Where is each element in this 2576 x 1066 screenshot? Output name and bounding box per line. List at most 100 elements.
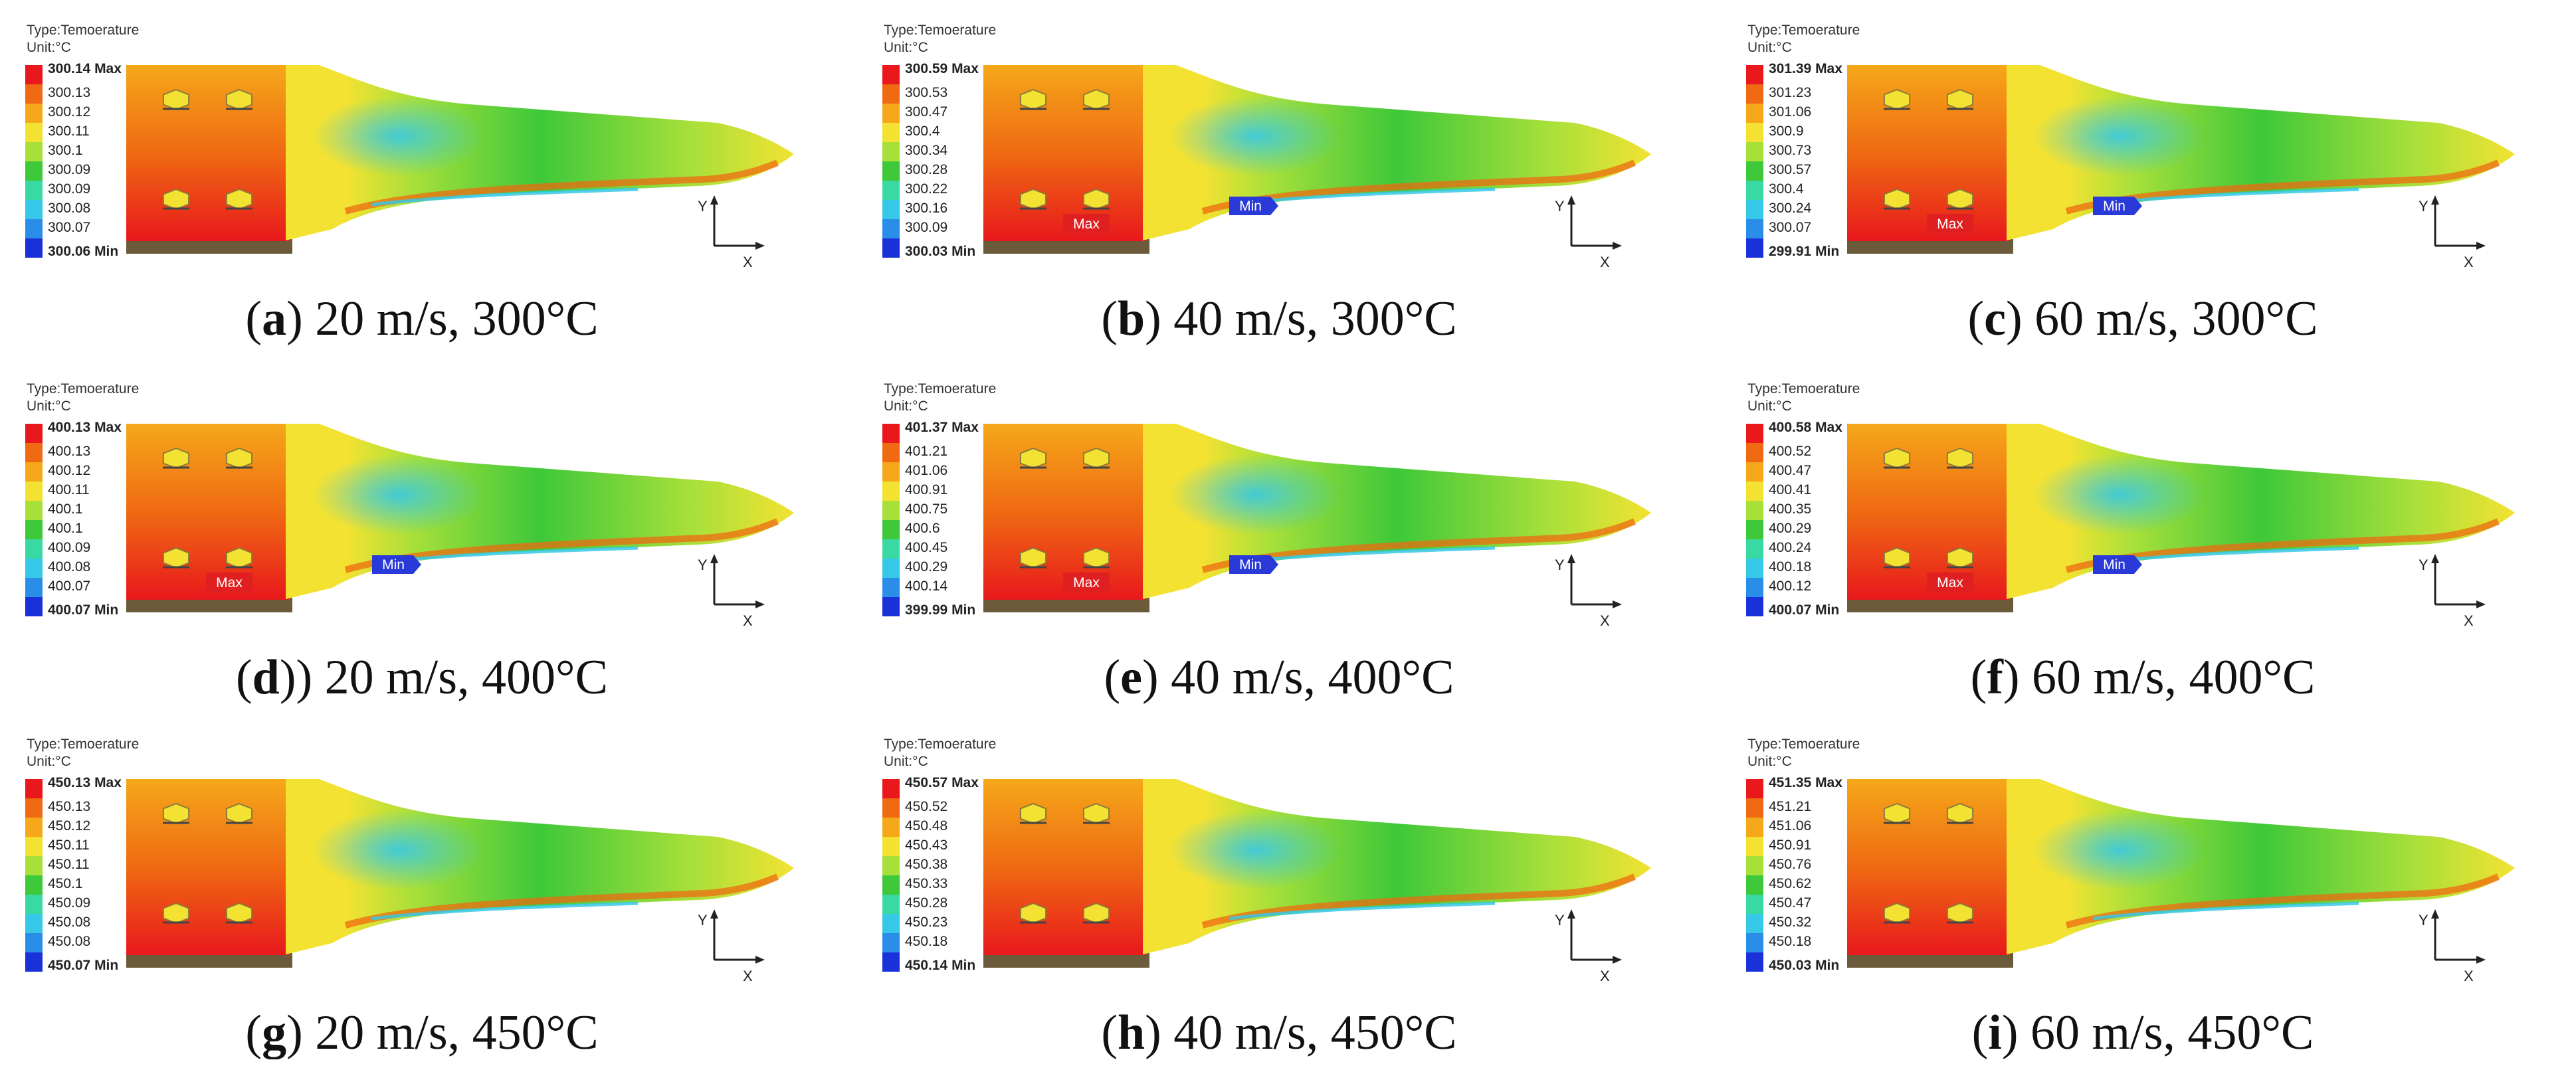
- axis-triad: YX: [1555, 554, 1622, 629]
- caption-text: )) 20 m/s, 400°C: [279, 650, 608, 704]
- min-marker-label: Min: [1239, 557, 1262, 573]
- legend-max-label: 300.14 Max: [48, 61, 122, 76]
- bolt-head: [1082, 902, 1110, 925]
- legend-tick-label: 400.12: [48, 463, 90, 478]
- legend-tick-label: 400.35: [1769, 501, 1811, 517]
- legend-swatch: [1746, 856, 1763, 875]
- legend-tick-label: 300.07: [48, 220, 90, 235]
- caption-open: (: [245, 292, 262, 345]
- caption-text: ) 40 m/s, 300°C: [1145, 292, 1457, 345]
- base-plate: [126, 239, 292, 254]
- color-legend: Type:Temoerature Unit:°C 300.59 Max 300.53 3…: [882, 23, 996, 259]
- legend-min-label: 299.91 Min: [1769, 244, 1839, 259]
- axis-triad: YX: [2419, 909, 2486, 984]
- legend-swatch: [882, 856, 900, 875]
- legend-tick-label: 300.12: [48, 104, 90, 120]
- legend-min-label: 450.07 Min: [48, 958, 118, 973]
- cool-region: [1169, 96, 1342, 176]
- legend-swatch: [25, 501, 43, 520]
- min-marker-label: Min: [2103, 557, 2126, 573]
- legend-min-label: 399.99 Min: [905, 602, 975, 618]
- bolt-head: [1883, 547, 1911, 569]
- legend-tick-label: 400.91: [905, 482, 947, 497]
- legend-max-label: 400.58 Max: [1769, 420, 1842, 435]
- bolt-head: [1946, 547, 1974, 569]
- color-legend: Type:Temoerature Unit:°C 400.58 Max 400.52 4…: [1746, 381, 1860, 618]
- legend-swatch: [25, 933, 43, 952]
- legend-swatch: [25, 520, 43, 539]
- panel-h: Type:Temoerature Unit:°C 450.57 Max 450.52 4…: [857, 714, 1701, 1059]
- bolt-head: [1019, 802, 1047, 825]
- legend-swatch: [1746, 798, 1763, 818]
- panel-caption: (f) 60 m/s, 400°C: [1721, 650, 2565, 704]
- axis-x-label: X: [2464, 968, 2474, 984]
- legend-swatch: [25, 84, 43, 104]
- legend-swatch: [882, 161, 900, 181]
- caption-text: ) 40 m/s, 450°C: [1145, 1006, 1457, 1059]
- legend-tick-label: 300.53: [905, 85, 947, 100]
- caption-open: (: [1104, 650, 1121, 704]
- legend-tick-label: 301.23: [1769, 85, 1811, 100]
- color-legend: Type:Temoerature Unit:°C 401.37 Max 401.21 4…: [882, 381, 996, 618]
- legend-unit-label: Unit:°C: [27, 399, 71, 414]
- cool-region: [312, 810, 485, 890]
- legend-swatch: [25, 424, 43, 443]
- legend-swatch: [882, 501, 900, 520]
- legend-swatch: [1746, 520, 1763, 539]
- legend-swatch: [25, 443, 43, 462]
- legend-max-label: 450.13 Max: [48, 775, 122, 790]
- bolt-head: [162, 802, 190, 825]
- legend-unit-label: Unit:°C: [884, 754, 928, 769]
- caption-letter: a: [262, 292, 287, 345]
- bolt-head: [225, 547, 253, 569]
- legend-swatch: [25, 161, 43, 181]
- legend-swatch: [25, 200, 43, 219]
- legend-tick-label: 450.18: [905, 934, 947, 949]
- legend-type-label: Type:Temoerature: [1747, 381, 1860, 397]
- min-marker: Min: [2093, 555, 2142, 574]
- blade-model: [983, 779, 1651, 968]
- legend-swatch: [882, 837, 900, 856]
- legend-max-label: 300.59 Max: [905, 61, 979, 76]
- legend-swatch: [25, 219, 43, 238]
- legend-swatch: [1746, 818, 1763, 837]
- base-plate: [1847, 953, 2013, 968]
- legend-swatch: [882, 219, 900, 238]
- panel-i: Type:Temoerature Unit:°C 451.35 Max 451.21 4…: [1721, 714, 2565, 1059]
- legend-tick-label: 450.08: [48, 915, 90, 930]
- legend-swatch: [882, 104, 900, 123]
- caption-open: (: [245, 1006, 262, 1059]
- panel-b: Type:Temoerature Unit:°C 300.59 Max 300.53 3…: [857, 0, 1701, 345]
- blade-model: [126, 779, 794, 968]
- cold-edge-band: [2092, 901, 2359, 921]
- cool-region: [312, 96, 485, 176]
- legend-unit-label: Unit:°C: [1747, 40, 1792, 55]
- max-marker-label: Max: [1937, 217, 1963, 232]
- contour-plot-d: Type:Temoerature Unit:°C 400.13 Max 400.13 4…: [25, 381, 794, 629]
- max-marker-label: Max: [1073, 217, 1100, 232]
- cold-edge-band: [1229, 901, 1496, 921]
- legend-swatch: [1746, 952, 1763, 972]
- legend-tick-label: 400.6: [905, 521, 940, 536]
- bolt-head: [1019, 902, 1047, 925]
- legend-swatch: [1746, 200, 1763, 219]
- caption-letter: f: [1987, 650, 2003, 704]
- legend-swatch: [1746, 161, 1763, 181]
- axis-x-label: X: [743, 612, 753, 629]
- panel-d: Type:Temoerature Unit:°C 400.13 Max 400.13 4…: [0, 359, 844, 704]
- legend-swatch: [25, 798, 43, 818]
- contour-plot-f: Type:Temoerature Unit:°C 400.58 Max 400.52 4…: [1746, 381, 2515, 629]
- caption-open: (: [1971, 1006, 1989, 1059]
- legend-tick-label: 450.28: [905, 895, 947, 911]
- min-marker: Min: [2093, 197, 2142, 215]
- bolt-head: [1883, 188, 1911, 211]
- axis-x-label: X: [743, 968, 753, 984]
- caption-letter: g: [262, 1006, 287, 1059]
- legend-type-label: Type:Temoerature: [884, 381, 996, 397]
- legend-tick-label: 450.11: [48, 838, 90, 853]
- legend-tick-label: 400.11: [48, 482, 90, 497]
- legend-swatch: [882, 875, 900, 895]
- cool-region: [1169, 810, 1342, 890]
- axis-y-label: Y: [1555, 557, 1565, 573]
- bolt-head: [1082, 188, 1110, 211]
